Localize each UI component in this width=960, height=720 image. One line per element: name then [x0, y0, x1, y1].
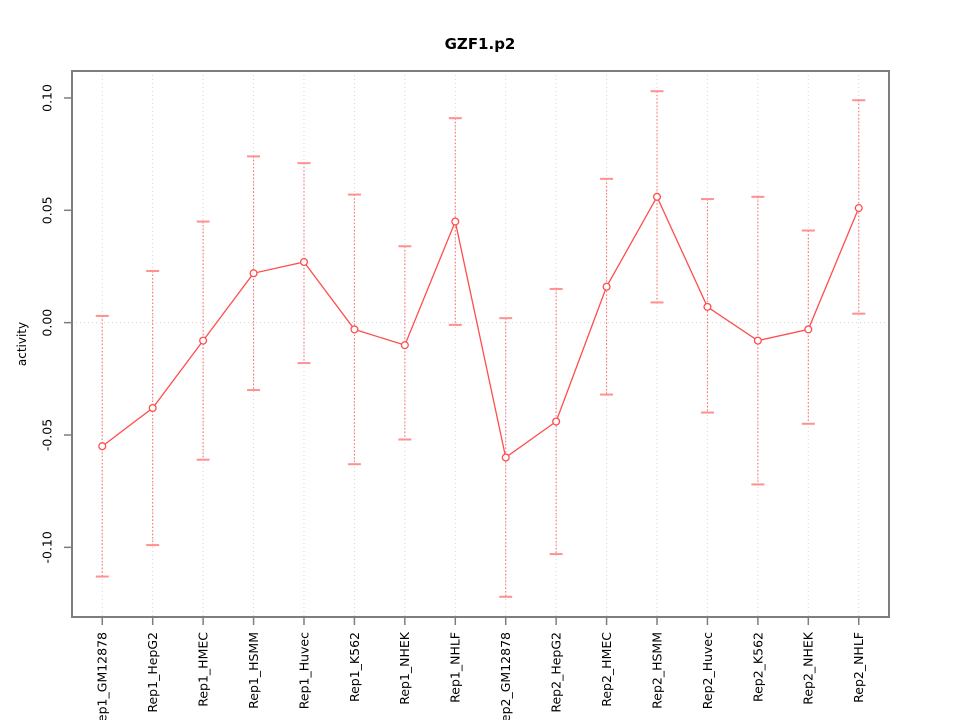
data-point	[753, 336, 762, 345]
x-tick-label: Rep1_HSMM	[246, 632, 261, 709]
x-tick-label: Rep1_Huvec	[296, 632, 311, 709]
data-point	[350, 325, 359, 334]
y-tick-label: 0.05	[39, 196, 54, 224]
data-point	[602, 282, 611, 291]
data-point	[652, 192, 662, 201]
x-tick-label: Rep1_NHLF	[448, 632, 463, 703]
x-tick-label: Rep2_K562	[750, 632, 765, 702]
data-point	[854, 204, 863, 213]
y-tick-label: -0.10	[39, 531, 54, 563]
x-axis-labels: Rep1_GM12878 Rep1_HepG2 Rep1_HMEC Rep1_HSMM…	[95, 631, 866, 720]
data-point	[703, 302, 712, 311]
x-tick-label: Rep1_NHEK	[397, 631, 412, 705]
error-bars	[95, 90, 866, 598]
y-axis-ticks	[64, 97, 72, 549]
x-tick-label: Rep2_GM12878	[498, 632, 513, 720]
data-point	[400, 341, 409, 350]
x-tick-label: Rep1_GM12878	[95, 632, 110, 720]
y-tick-label: 0.10	[39, 84, 54, 112]
x-tick-label: Rep2_HMEC	[599, 632, 614, 707]
y-tick-label: -0.05	[39, 419, 54, 451]
x-axis-ticks	[101, 617, 860, 625]
x-tick-label: Rep2_Huvec	[700, 632, 715, 709]
data-point	[299, 257, 309, 267]
x-tick-label: Rep2_NHEK	[801, 631, 816, 705]
data-point	[552, 417, 561, 426]
x-tick-label: Rep1_K562	[347, 632, 362, 702]
data-point	[199, 336, 208, 345]
x-tick-label: Rep2_HSMM	[649, 632, 664, 709]
series-line	[101, 195, 860, 459]
plot-border	[71, 70, 890, 618]
data-point	[249, 269, 258, 278]
y-tick-label: 0.00	[39, 309, 54, 337]
y-axis-labels: 0.10 0.05 0.00 -0.05 -0.10	[39, 84, 54, 564]
data-point	[451, 217, 460, 226]
x-tick-label: Rep1_HMEC	[195, 632, 210, 707]
data-point	[98, 442, 107, 451]
x-tick-label: Rep1_HepG2	[145, 632, 160, 713]
data-point	[804, 325, 813, 334]
x-tick-label: Rep2_HepG2	[549, 632, 564, 713]
series-polyline	[101, 195, 860, 459]
chart-title: GZF1.p2	[445, 35, 516, 53]
y-axis-title: activity	[15, 322, 29, 366]
data-points	[98, 192, 863, 462]
data-point	[501, 453, 510, 462]
data-point	[148, 403, 157, 413]
gridlines	[72, 71, 889, 617]
x-tick-label: Rep2_NHLF	[851, 632, 866, 703]
